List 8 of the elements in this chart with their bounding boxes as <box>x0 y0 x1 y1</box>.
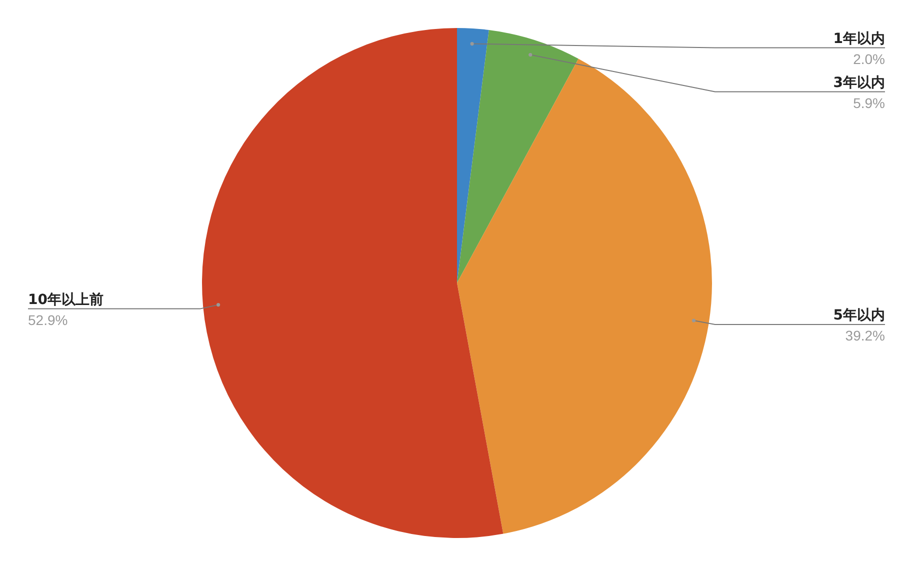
slice-label: 5年以内 <box>833 307 885 324</box>
data-label: 2.0% <box>853 50 885 67</box>
data-label: 52.9% <box>28 312 68 328</box>
slice-label: 10年以上前 <box>28 292 104 308</box>
data-label: 5.9% <box>853 94 885 111</box>
data-label: 39.2% <box>845 327 885 344</box>
slice-label: 1年以内 <box>833 30 885 47</box>
slice-label: 3年以内 <box>833 74 885 91</box>
